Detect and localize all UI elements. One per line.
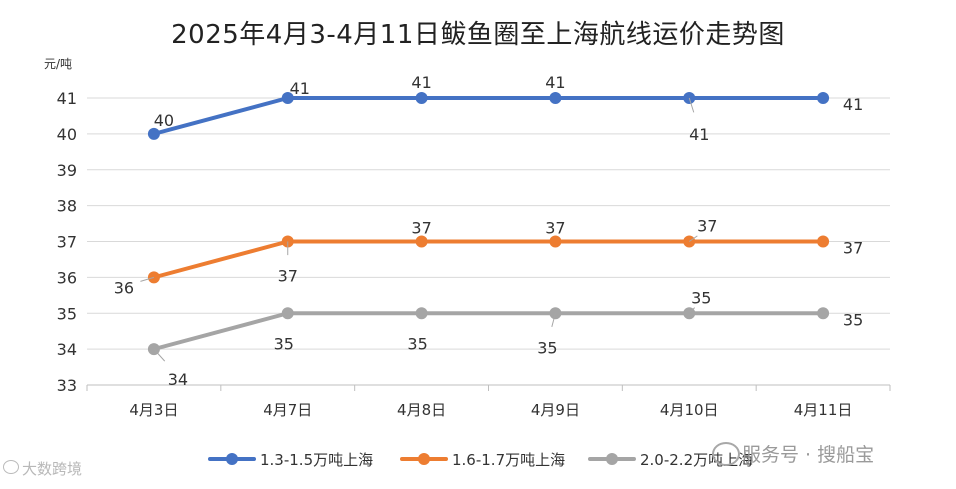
watermark-right: 服务号 · 搜船宝	[742, 444, 875, 466]
data-point	[415, 235, 428, 248]
y-tick-label: 39	[57, 161, 77, 180]
y-tick-label: 35	[57, 304, 77, 323]
label-leader-line	[688, 97, 695, 113]
data-label: 35	[407, 334, 427, 353]
data-label: 35	[843, 310, 863, 329]
data-label: 41	[843, 95, 863, 114]
label-leader-line	[551, 313, 556, 327]
data-label: 35	[274, 334, 294, 353]
legend-swatch-marker	[418, 453, 430, 465]
y-tick-label: 33	[57, 376, 77, 395]
data-point	[281, 307, 294, 320]
data-point	[415, 92, 428, 104]
data-point	[549, 235, 562, 248]
x-tick-label: 4月10日	[660, 401, 719, 419]
data-point	[147, 127, 160, 140]
data-point	[817, 235, 830, 248]
data-point	[549, 92, 562, 104]
wechat-icon	[712, 442, 740, 466]
x-tick-label: 4月11日	[794, 401, 853, 419]
y-tick-label: 36	[57, 268, 77, 287]
data-label: 41	[545, 73, 565, 92]
x-tick-label: 4月7日	[263, 401, 312, 419]
series-line	[151, 96, 826, 136]
series-line	[151, 239, 826, 280]
y-tick-label: 37	[57, 233, 77, 252]
data-point	[415, 307, 428, 320]
data-point	[281, 92, 294, 104]
data-label: 41	[689, 125, 709, 144]
y-axis-unit-label: 元/吨	[44, 57, 73, 71]
legend-label: 1.3-1.5万吨上海	[260, 451, 373, 469]
watermark-left: 大数跨境	[22, 460, 83, 478]
y-tick-label: 38	[57, 197, 77, 216]
y-tick-label: 41	[57, 89, 77, 108]
x-tick-label: 4月8日	[397, 401, 446, 419]
data-label: 37	[697, 217, 717, 236]
chart-title: 2025年4月3-4月11日鲅鱼圈至上海航线运价走势图	[171, 20, 785, 50]
data-label: 37	[411, 219, 431, 238]
data-label: 34	[168, 370, 188, 389]
label-leader-line	[688, 307, 696, 314]
data-label: 36	[114, 278, 134, 297]
legend-swatch-marker	[226, 453, 238, 465]
series-line	[151, 311, 826, 352]
data-point	[817, 307, 830, 320]
label-leader-line	[153, 348, 166, 362]
label-leader-line	[688, 235, 698, 242]
label-leader-line	[140, 276, 155, 282]
weibo-icon	[3, 460, 19, 474]
data-label: 35	[691, 288, 711, 307]
data-label: 41	[411, 73, 431, 92]
x-tick-label: 4月9日	[531, 401, 580, 419]
y-tick-label: 40	[57, 125, 77, 144]
legend-label: 1.6-1.7万吨上海	[452, 451, 565, 469]
data-label: 37	[843, 239, 863, 258]
y-tick-label: 34	[57, 340, 77, 359]
data-label: 37	[278, 267, 298, 286]
data-label: 37	[545, 219, 565, 238]
data-label: 35	[537, 338, 557, 357]
data-point	[817, 92, 830, 104]
data-label: 41	[290, 79, 310, 98]
legend-swatch-marker	[606, 453, 618, 465]
data-label: 40	[154, 111, 174, 130]
x-tick-label: 4月3日	[129, 401, 178, 419]
